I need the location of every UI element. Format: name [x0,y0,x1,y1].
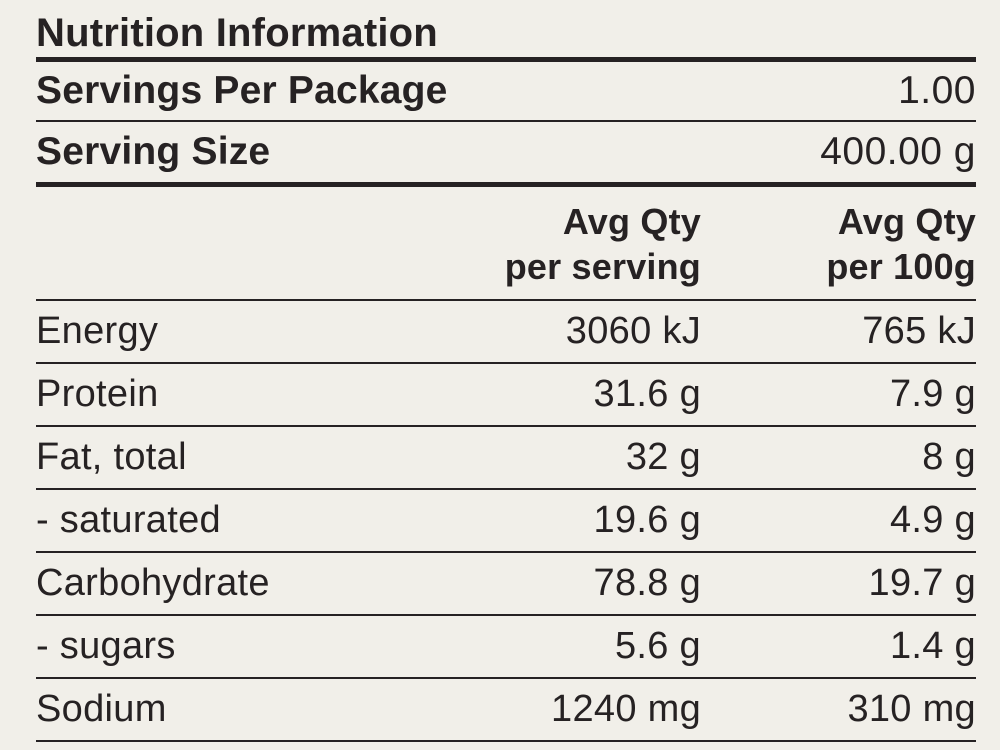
row-label: Protein [36,373,159,415]
table-row-saturated: - saturated 19.6 g 4.9 g [36,490,976,553]
column-header-row: Avg Qty per serving Avg Qty per 100g [36,187,976,299]
value-per-serving: 19.6 g [593,499,701,541]
value-per-100g: 8 g [922,436,976,478]
divider-under-headers [36,299,976,301]
column-header-per-serving: Avg Qty per serving [504,201,701,287]
table-row-energy: Energy 3060 kJ 765 kJ [36,301,976,364]
serving-size-label: Serving Size [36,130,271,173]
table-row-sugars: - sugars 5.6 g 1.4 g [36,616,976,679]
serving-size-row: Serving Size 400.00 g [36,122,976,182]
row-label: Carbohydrate [36,562,270,604]
row-label: Energy [36,310,159,352]
row-label: Sodium [36,688,167,730]
servings-per-package-value: 1.00 [898,69,976,112]
value-per-100g: 7.9 g [889,373,976,415]
table-row-protein: Protein 31.6 g 7.9 g [36,364,976,427]
value-per-serving: 78.8 g [593,562,701,604]
table-row-fat-total: Fat, total 32 g 8 g [36,427,976,490]
value-per-serving: 5.6 g [614,625,701,667]
table-row-carbohydrate: Carbohydrate 78.8 g 19.7 g [36,553,976,616]
value-per-100g: 310 mg [847,688,976,730]
row-label: Fat, total [36,436,187,478]
panel-title: Nutrition Information [36,11,438,55]
table-row-sodium: Sodium 1240 mg 310 mg [36,679,976,742]
servings-per-package-label: Servings Per Package [36,69,448,112]
row-label: - saturated [36,499,221,541]
divider-under-serving-size [36,182,976,187]
value-per-100g: 1.4 g [889,625,976,667]
column-header-per-100g: Avg Qty per 100g [826,201,976,287]
row-label: - sugars [36,625,176,667]
divider-under-title [36,57,976,62]
value-per-100g: 4.9 g [889,499,976,541]
value-per-100g: 19.7 g [868,562,976,604]
divider-thin [36,120,976,122]
servings-per-package-row: Servings Per Package 1.00 [36,62,976,120]
serving-size-value: 400.00 g [820,130,976,173]
value-per-serving: 3060 kJ [565,310,701,352]
value-per-serving: 31.6 g [593,373,701,415]
value-per-serving: 1240 mg [551,688,701,730]
value-per-serving: 32 g [625,436,701,478]
value-per-100g: 765 kJ [862,310,976,352]
